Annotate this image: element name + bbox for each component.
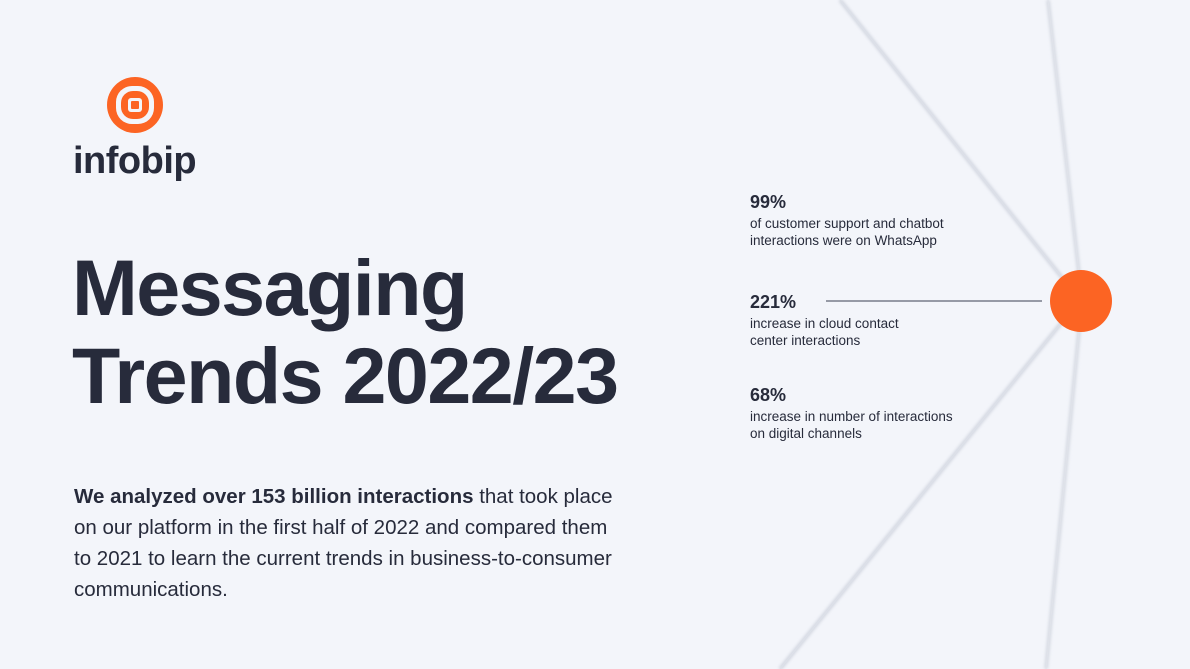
stat-line: increase in cloud contact <box>750 316 899 331</box>
stat-whatsapp: 99% of customer support and chatbot inter… <box>750 191 944 249</box>
stat-description: increase in number of interactions on dig… <box>750 409 953 442</box>
accent-dot <box>1050 270 1112 332</box>
stat-description: increase in cloud contact center interact… <box>750 316 899 349</box>
stat-line: interactions were on WhatsApp <box>750 232 937 248</box>
stat-line: of customer support and chatbot <box>750 216 944 231</box>
infobip-logo-icon <box>107 77 163 133</box>
title-line-1: Messaging <box>72 243 468 332</box>
page-title: Messaging Trends 2022/23 <box>72 243 619 420</box>
stat-line: on digital channels <box>750 425 862 441</box>
stat-description: of customer support and chatbot interacti… <box>750 216 944 249</box>
title-line-2: Trends 2022/23 <box>72 331 619 420</box>
stat-cloud-contact-center: 221% increase in cloud contact center int… <box>750 291 899 349</box>
intro-paragraph: We analyzed over 153 billion interaction… <box>74 481 614 605</box>
stat-digital-channels: 68% increase in number of interactions on… <box>750 384 953 442</box>
stat-value: 221% <box>750 292 797 312</box>
stat-line: increase in number of interactions <box>750 409 953 424</box>
stat-line: center interactions <box>750 332 861 348</box>
brand-name: infobip <box>73 140 197 182</box>
intro-bold: We analyzed over 153 billion interaction… <box>74 485 474 508</box>
stat-value: 99% <box>750 192 787 212</box>
stat-value: 68% <box>750 385 787 405</box>
intro-rest: that took place on our platform in the f… <box>74 485 613 601</box>
